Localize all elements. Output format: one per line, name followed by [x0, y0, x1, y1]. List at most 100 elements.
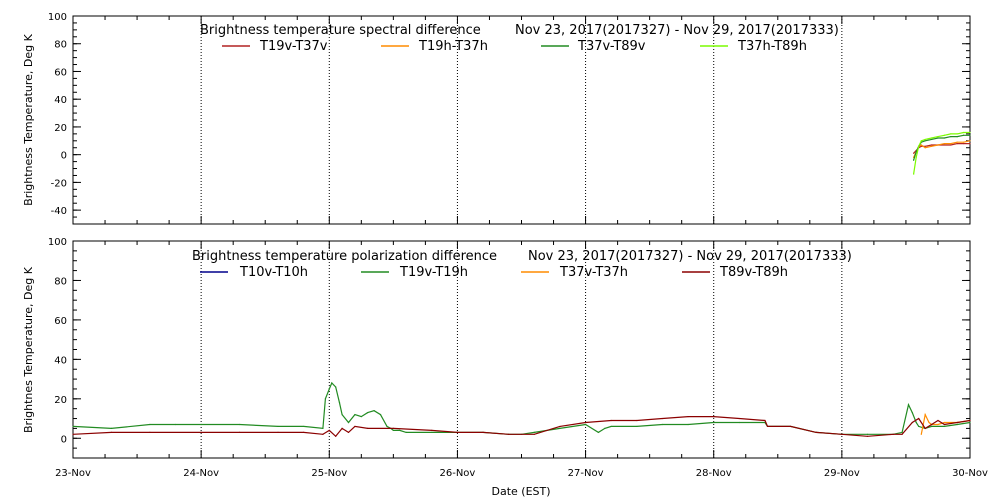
data-point [928, 421, 930, 424]
series-line-t19v-t19h [72, 381, 971, 435]
data-point [713, 415, 715, 418]
data-point [354, 425, 356, 428]
data-point [892, 433, 894, 435]
bottom-chart-title: Brightness temperature polarization diff… [192, 249, 497, 264]
x-tick-label: 29-Nov [824, 468, 860, 479]
y-tick-label: 20 [54, 123, 67, 134]
data-point [338, 402, 341, 404]
data-point [354, 414, 356, 416]
x-tick-label: 24-Nov [183, 468, 219, 479]
data-point [969, 419, 971, 422]
data-point [72, 425, 74, 428]
data-point [969, 142, 971, 145]
data-point [943, 425, 945, 428]
data-point [943, 142, 945, 145]
data-point [937, 423, 939, 426]
data-point [367, 412, 369, 414]
legend-label: T37h-T89h [737, 39, 807, 54]
data-point [924, 414, 926, 416]
data-point [610, 425, 612, 428]
data-point [911, 412, 913, 414]
data-point [937, 136, 939, 138]
data-point [341, 427, 343, 430]
data-point [924, 427, 926, 430]
data-point [930, 144, 933, 146]
data-point [584, 421, 587, 424]
data-point [713, 421, 715, 424]
data-point [930, 137, 933, 139]
bottom-y-ticks: 0 20 40 60 80 100 [48, 237, 970, 459]
data-point [533, 433, 535, 435]
data-point [866, 433, 869, 435]
x-axis-label: Date (EST) [491, 485, 550, 498]
y-tick-label: 0 [61, 151, 67, 162]
top-x-ticks [72, 16, 971, 224]
data-point [392, 427, 394, 430]
data-point [303, 425, 305, 428]
x-tick-label: 25-Nov [311, 468, 347, 479]
y-tick-label: 0 [61, 434, 67, 445]
data-point [901, 433, 903, 435]
data-point [937, 137, 939, 139]
bottom-x-ticks: 23-Nov 24-Nov 25-Nov 26-Nov 27-Nov 28-Nov 29-N… [55, 241, 988, 479]
top-series [913, 131, 971, 175]
y-tick-label: 100 [48, 12, 67, 23]
legend-label: T19v-T37v [259, 39, 328, 54]
series-line-t37h-t89h [913, 131, 970, 175]
data-point [604, 427, 606, 430]
data-point [930, 138, 933, 141]
data-point [341, 414, 343, 416]
y-tick-label: 100 [48, 237, 67, 248]
data-point [920, 140, 922, 142]
y-tick-label: -20 [51, 178, 67, 189]
bottom-series [72, 381, 971, 438]
data-point [636, 425, 638, 428]
data-point [399, 429, 401, 431]
data-point [924, 140, 926, 142]
data-point [920, 145, 922, 147]
data-point [956, 423, 958, 426]
data-point [915, 151, 917, 153]
data-point [962, 141, 965, 143]
data-point [331, 382, 333, 384]
data-point [72, 433, 74, 435]
top-y-ticks: -40 -20 0 20 40 60 80 100 [48, 12, 970, 225]
data-point [360, 415, 362, 418]
data-point [962, 131, 965, 134]
data-point [687, 415, 689, 418]
data-point [431, 429, 433, 431]
y-tick-label: 20 [54, 395, 67, 406]
x-tick-label: 27-Nov [568, 468, 604, 479]
y-tick-label: 60 [54, 67, 67, 78]
y-tick-label: 60 [54, 316, 67, 327]
data-point [379, 414, 382, 416]
data-point [943, 134, 945, 136]
data-point [456, 431, 459, 433]
data-point [924, 138, 926, 141]
data-point [738, 421, 740, 424]
data-point [930, 423, 933, 426]
top-legend: T19v-T37v T19h-T37h T37v-T89v T37h-T89h [222, 39, 807, 54]
data-point [277, 425, 279, 428]
y-tick-label: 80 [54, 40, 67, 51]
data-point [790, 425, 792, 428]
data-point [149, 423, 151, 426]
data-point [347, 431, 350, 433]
top-plot-frame [72, 15, 971, 225]
data-point [918, 145, 920, 147]
data-point [533, 431, 535, 433]
bottom-y-axis-label: Brightnes Temperature, Deg K [22, 266, 35, 433]
data-point [149, 431, 151, 433]
data-point [328, 388, 330, 390]
data-point [508, 433, 510, 435]
data-point [956, 141, 958, 143]
data-point [328, 429, 330, 431]
data-point [322, 427, 324, 430]
data-point [950, 142, 952, 145]
data-point [866, 435, 869, 437]
data-point [584, 423, 587, 426]
y-tick-label: -40 [51, 206, 67, 217]
data-point [110, 431, 113, 433]
data-point [431, 431, 433, 433]
data-point [943, 421, 945, 424]
